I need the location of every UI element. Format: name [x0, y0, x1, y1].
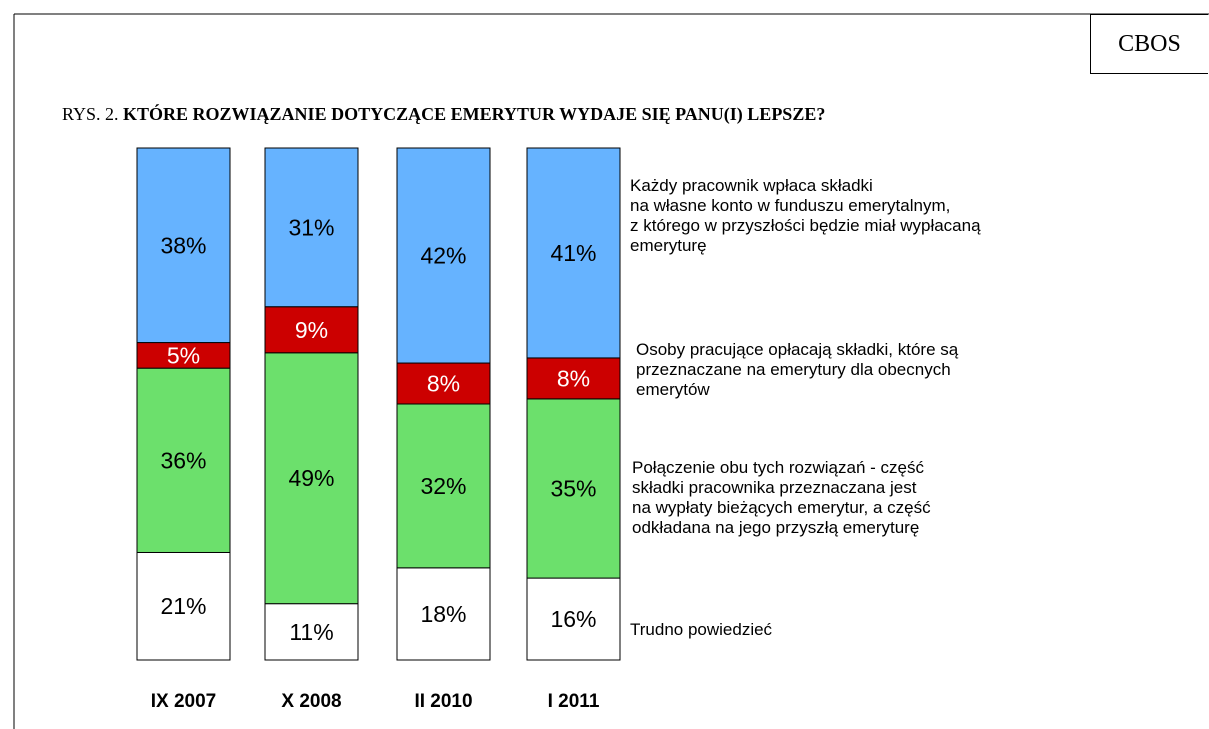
value-label: 5% [167, 342, 200, 368]
legend-entry: Każdy pracownik wpłaca składki na własne… [630, 176, 981, 255]
bar-segment [396, 362, 491, 405]
value-label: 36% [160, 447, 206, 473]
bar-segment [396, 147, 491, 364]
bar-segment [526, 577, 621, 661]
value-label: 9% [295, 317, 328, 343]
legend-entry: Trudno powiedzieć [630, 620, 773, 639]
x-tick-label: X 2008 [281, 691, 341, 712]
bar-segment [526, 147, 621, 359]
source: CBOS [1090, 14, 1208, 74]
value-label: 42% [420, 243, 466, 269]
legend-entry: Osoby pracujące opłacają składki, które … [636, 340, 959, 399]
bar-segment [136, 147, 231, 344]
value-label: 32% [420, 473, 466, 499]
value-label: 8% [427, 371, 460, 397]
bar-segment [136, 551, 231, 661]
bar-segment [526, 398, 621, 579]
value-label: 21% [160, 593, 206, 619]
bar-segment [396, 567, 491, 661]
value-label: 11% [289, 619, 333, 645]
bar-segment [136, 367, 231, 553]
value-label: 16% [550, 606, 596, 632]
x-tick-label: I 2011 [548, 691, 600, 712]
figure-label: RYS. 2. [62, 104, 119, 124]
value-label: 38% [160, 232, 206, 258]
value-label: 49% [288, 465, 334, 491]
legend-entry: Połączenie obu tych rozwiązań - część sk… [632, 458, 931, 537]
value-label: 35% [550, 475, 596, 501]
chart-title: RYS. 2. KTÓRE ROZWIĄZANIE DOTYCZĄCE EMER… [62, 104, 825, 125]
bar-segment [264, 603, 359, 661]
bar-segment [136, 342, 231, 369]
value-label: 41% [550, 240, 596, 266]
value-label: 8% [557, 365, 590, 391]
x-tick-label: IX 2007 [151, 691, 217, 712]
x-tick-label: II 2010 [414, 691, 472, 712]
bar-segment [396, 403, 491, 569]
value-label: 31% [288, 214, 334, 240]
bar-segment [264, 147, 359, 308]
bar-segment [264, 306, 359, 354]
value-label: 18% [420, 601, 466, 627]
bar-segment [264, 352, 359, 605]
title-text: KTÓRE ROZWIĄZANIE DOTYCZĄCE EMERYTUR WYD… [123, 104, 826, 124]
